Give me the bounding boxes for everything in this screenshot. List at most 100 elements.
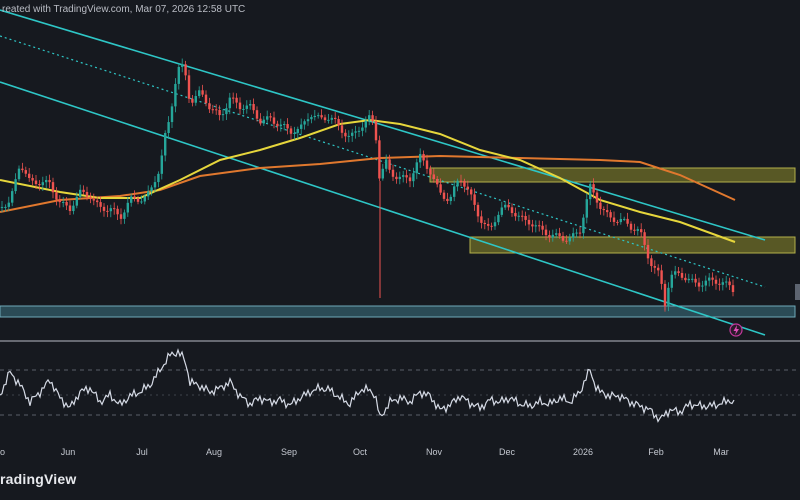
candle-body-62 [211, 109, 214, 111]
x-axis-label-9: Mar [713, 447, 729, 457]
candle-body-13 [45, 179, 48, 183]
candle-body-92 [313, 115, 316, 118]
candle-body-180 [612, 217, 616, 222]
candle-body-125 [425, 160, 429, 169]
candle-body-25 [85, 191, 89, 197]
candle-body-155 [527, 219, 531, 225]
candle-body-96 [327, 119, 330, 121]
candle-body-3 [11, 191, 14, 203]
candle-body-74 [252, 104, 255, 111]
x-axis-label-2: Aug [206, 447, 222, 457]
candle-body-98 [334, 117, 337, 120]
candle-body-166 [565, 240, 568, 242]
candle-body-63 [215, 109, 218, 111]
candle-body-185 [629, 223, 633, 230]
candle-body-143 [487, 224, 490, 226]
candle-body-93 [317, 115, 320, 117]
candle-body-175 [595, 192, 599, 203]
candle-body-130 [442, 192, 446, 199]
candle-body-184 [626, 218, 629, 224]
candle-body-162 [551, 234, 554, 238]
x-axis-label-4: Oct [353, 447, 368, 457]
candle-body-203 [691, 278, 694, 280]
candle-body-7 [24, 170, 27, 174]
candle-body-199 [677, 271, 680, 273]
candle-body-82 [279, 124, 282, 127]
candle-body-72 [245, 105, 248, 109]
candle-body-172 [585, 199, 588, 218]
candle-body-104 [354, 131, 357, 133]
candle-body-9 [31, 177, 34, 181]
candle-body-87 [296, 128, 299, 133]
candle-body-66 [225, 108, 228, 115]
candle-body-14 [48, 179, 51, 183]
candle-body-153 [521, 215, 524, 217]
candle-body-101 [344, 132, 347, 137]
candle-body-81 [276, 123, 279, 127]
x-axis-label-0: Jun [61, 447, 76, 457]
candle-body-138 [470, 189, 473, 195]
rsi-line [0, 348, 735, 423]
x-axis-label-8: Feb [648, 447, 664, 457]
candle-body-188 [640, 229, 643, 233]
candle-body-215 [731, 285, 735, 293]
candle-body-147 [500, 207, 503, 215]
candle-body-158 [538, 225, 541, 227]
candle-body-161 [548, 235, 551, 238]
candle-body-186 [633, 229, 636, 231]
candle-body-32 [109, 208, 112, 212]
candle-body-195 [663, 283, 667, 307]
candle-body-73 [249, 104, 252, 106]
candle-body-115 [391, 169, 395, 177]
candle-body-22 [75, 196, 78, 206]
resistance-zone-0 [429, 167, 796, 183]
candle-body-43 [147, 191, 150, 197]
candle-body-149 [507, 204, 510, 208]
candle-body-68 [232, 97, 235, 99]
candle-body-24 [82, 189, 85, 192]
candle-body-128 [436, 179, 439, 185]
candle-body-140 [476, 204, 480, 217]
tradingview-wordmark[interactable]: radingView [0, 471, 77, 487]
candle-body-52 [177, 66, 180, 84]
candle-body-49 [167, 122, 170, 134]
candle-body-204 [694, 278, 697, 283]
x-axis-label-1: Jul [136, 447, 148, 457]
candle-body-1 [4, 206, 7, 208]
candle-body-27 [92, 199, 95, 201]
candle-body-84 [286, 124, 289, 129]
candle-body-102 [347, 135, 350, 137]
candle-body-76 [259, 118, 262, 124]
candle-body-187 [636, 229, 639, 231]
candle-body-57 [194, 96, 197, 103]
candle-body-108 [368, 115, 371, 121]
candle-body-127 [432, 174, 435, 180]
candle-body-95 [323, 117, 327, 121]
candle-body-206 [701, 285, 704, 287]
candle-body-192 [653, 266, 656, 268]
lightning-icon[interactable] [729, 323, 743, 337]
candle-body-103 [351, 132, 354, 136]
candle-body-64 [218, 110, 221, 116]
candle-body-58 [198, 90, 201, 97]
candle-body-141 [480, 216, 483, 223]
candle-body-100 [340, 125, 344, 133]
x-axis-label-fragment: o [0, 447, 5, 457]
candle-body-136 [463, 180, 466, 187]
candle-body-181 [616, 221, 619, 223]
candle-body-183 [623, 218, 626, 220]
candle-body-196 [667, 287, 670, 307]
channel-mid-dotted-line [0, 35, 766, 288]
candle-body-122 [415, 162, 418, 174]
candle-body-21 [72, 205, 75, 212]
last-price-tag [795, 284, 800, 300]
candle-body-51 [174, 83, 177, 107]
candle-body-170 [578, 232, 582, 234]
candle-body-144 [490, 225, 493, 227]
candle-body-23 [79, 189, 82, 197]
candle-body-60 [204, 94, 208, 104]
candle-body-109 [371, 115, 374, 122]
candle-body-123 [419, 154, 422, 163]
